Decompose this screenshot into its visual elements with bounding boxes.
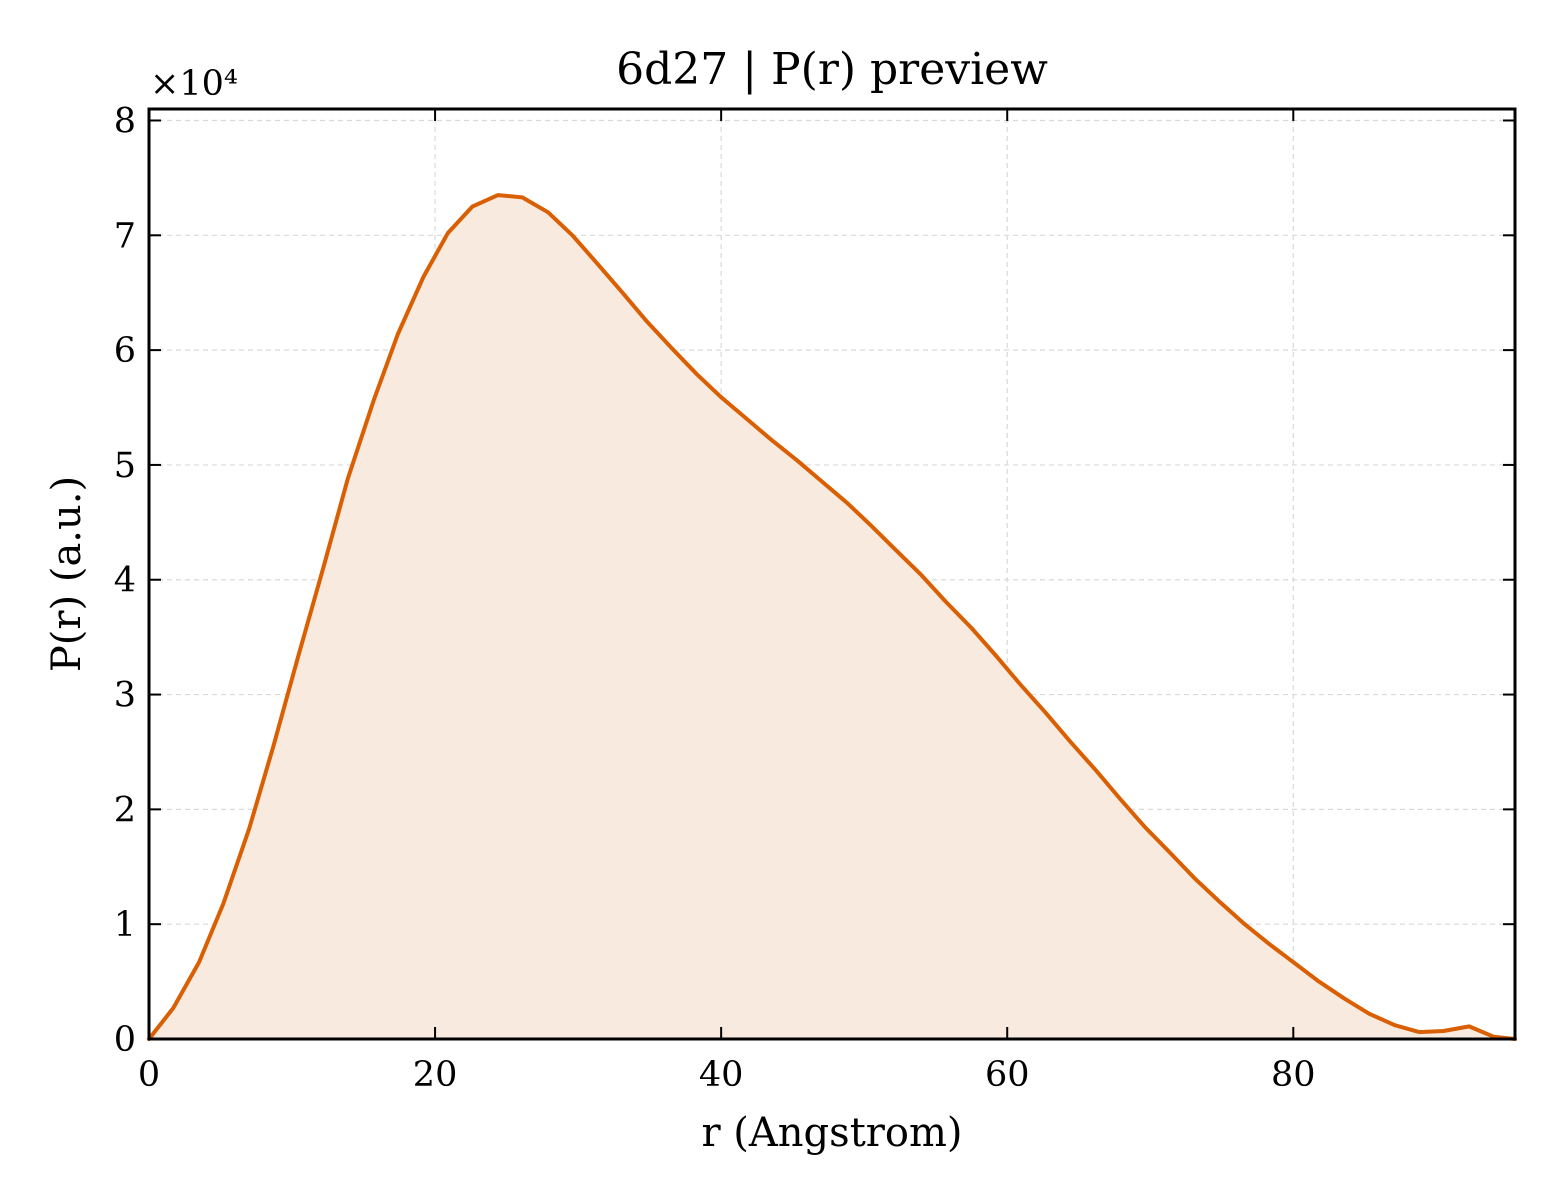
y-offset-label: ×10⁴: [150, 64, 238, 104]
x-axis-label: r (Angstrom): [701, 1110, 962, 1156]
y-tick-label: 4: [114, 561, 136, 601]
x-tick-label: 80: [1271, 1055, 1316, 1095]
y-tick-label: 5: [114, 446, 136, 486]
y-tick-label: 0: [114, 1020, 136, 1060]
x-tick-label: 40: [699, 1055, 744, 1095]
tick-labels: 0 20 40 60 80 0 1 2 3 4 5 6 7 8: [114, 101, 1316, 1095]
y-tick-label: 2: [114, 790, 136, 830]
x-tick-label: 60: [985, 1055, 1030, 1095]
ticks: [148, 109, 1515, 1040]
x-tick-label: 0: [138, 1055, 160, 1095]
y-tick-label: 8: [114, 101, 136, 141]
y-tick-label: 3: [114, 676, 136, 716]
y-axis-label: P(r) (a.u.): [44, 476, 90, 672]
y-tick-label: 7: [114, 216, 136, 256]
x-tick-label: 20: [413, 1055, 458, 1095]
plot-frame: [147, 107, 1517, 1041]
y-tick-label: 6: [114, 331, 136, 371]
chart-title: 6d27 | P(r) preview: [616, 44, 1048, 95]
area-fill: [149, 195, 1515, 1040]
y-tick-label: 1: [114, 905, 136, 945]
series-line: [147, 193, 1517, 1041]
